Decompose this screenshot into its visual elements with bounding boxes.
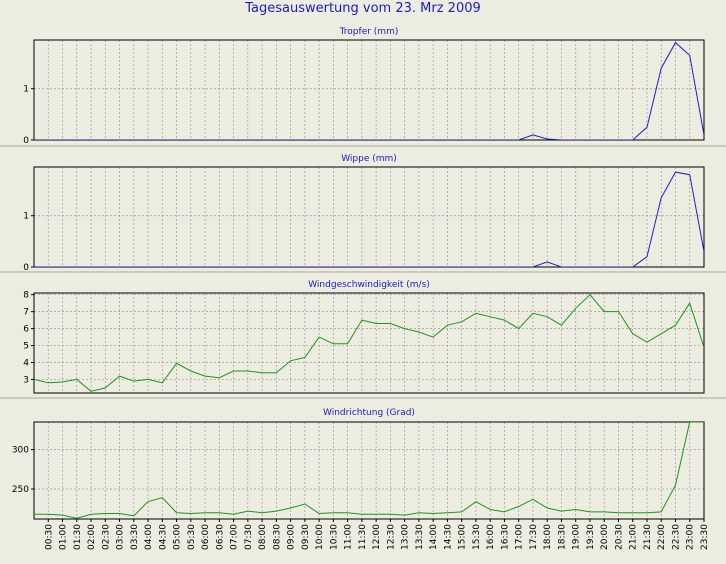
x-tick-label: 12:30 bbox=[386, 524, 396, 550]
y-tick-label: 1 bbox=[23, 212, 29, 222]
x-tick-label: 18:00 bbox=[543, 524, 553, 550]
x-tick-label: 21:30 bbox=[643, 524, 653, 550]
x-tick-label: 13:30 bbox=[415, 524, 425, 550]
x-tick-label: 13:00 bbox=[401, 524, 411, 550]
plot-background bbox=[34, 293, 704, 393]
y-tick-label: 7 bbox=[23, 308, 29, 318]
x-tick-label: 15:00 bbox=[458, 524, 468, 550]
x-tick-label: 11:00 bbox=[344, 524, 354, 550]
x-tick-label: 23:00 bbox=[686, 524, 696, 550]
x-tick-label: 06:30 bbox=[215, 524, 225, 550]
x-tick-label: 03:30 bbox=[130, 524, 140, 550]
x-tick-label: 02:00 bbox=[87, 524, 97, 550]
x-tick-label: 23:30 bbox=[700, 524, 710, 550]
y-tick-label: 300 bbox=[12, 446, 29, 456]
y-tick-label: 3 bbox=[23, 375, 29, 385]
x-axis: 00:30 01:00 01:30 02:00 02:30 03:00 03:30 04:00… bbox=[44, 519, 710, 550]
x-tick-label: 17:30 bbox=[529, 524, 539, 550]
plot-background bbox=[34, 40, 704, 140]
x-tick-label: 04:00 bbox=[144, 524, 154, 550]
x-tick-label: 22:00 bbox=[657, 524, 667, 550]
x-tick-label: 07:00 bbox=[230, 524, 240, 550]
y-tick-label: 250 bbox=[12, 485, 29, 495]
x-tick-label: 11:30 bbox=[358, 524, 368, 550]
x-tick-label: 19:30 bbox=[586, 524, 596, 550]
x-tick-label: 05:30 bbox=[187, 524, 197, 550]
x-tick-label: 16:30 bbox=[500, 524, 510, 550]
panel-title: Tropfer (mm) bbox=[339, 27, 399, 37]
y-tick-label: 1 bbox=[23, 85, 29, 95]
y-tick-label: 8 bbox=[23, 291, 29, 301]
panel-title: Windrichtung (Grad) bbox=[323, 408, 415, 418]
x-tick-label: 14:30 bbox=[443, 524, 453, 550]
chart-panel-4: Windrichtung (Grad) 250 300 bbox=[12, 408, 704, 519]
x-tick-label: 10:00 bbox=[315, 524, 325, 550]
x-tick-label: 21:00 bbox=[629, 524, 639, 550]
x-tick-label: 14:00 bbox=[429, 524, 439, 550]
chart-panel-3: Windgeschwindigkeit (m/s) 3 4 5 6 7 8 bbox=[0, 280, 726, 398]
x-tick-label: 06:00 bbox=[201, 524, 211, 550]
x-tick-label: 05:00 bbox=[173, 524, 183, 550]
x-tick-label: 20:30 bbox=[614, 524, 624, 550]
x-tick-label: 04:30 bbox=[158, 524, 168, 550]
x-tick-label: 01:00 bbox=[59, 524, 69, 550]
x-tick-label: 22:30 bbox=[671, 524, 681, 550]
x-tick-label: 01:30 bbox=[73, 524, 83, 550]
y-tick-label: 4 bbox=[23, 358, 29, 368]
x-tick-label: 09:00 bbox=[287, 524, 297, 550]
y-tick-label: 5 bbox=[23, 342, 29, 352]
x-tick-label: 16:00 bbox=[486, 524, 496, 550]
x-tick-label: 08:00 bbox=[258, 524, 268, 550]
x-tick-label: 19:00 bbox=[572, 524, 582, 550]
x-tick-label: 17:00 bbox=[515, 524, 525, 550]
x-tick-label: 07:30 bbox=[244, 524, 254, 550]
x-tick-label: 12:00 bbox=[372, 524, 382, 550]
x-tick-label: 15:30 bbox=[472, 524, 482, 550]
panel-title: Wippe (mm) bbox=[341, 154, 397, 164]
x-tick-label: 02:30 bbox=[101, 524, 111, 550]
x-tick-label: 10:30 bbox=[329, 524, 339, 550]
x-tick-label: 20:00 bbox=[600, 524, 610, 550]
x-tick-label: 00:30 bbox=[44, 524, 54, 550]
x-tick-label: 08:30 bbox=[272, 524, 282, 550]
x-tick-label: 18:30 bbox=[557, 524, 567, 550]
x-tick-label: 09:30 bbox=[301, 524, 311, 550]
x-tick-label: 03:00 bbox=[116, 524, 126, 550]
plot-background bbox=[34, 167, 704, 267]
panel-title: Windgeschwindigkeit (m/s) bbox=[308, 280, 430, 290]
chart-panel-2: Wippe (mm)01 bbox=[0, 154, 726, 273]
y-tick-label: 0 bbox=[23, 136, 29, 146]
y-tick-label: 6 bbox=[23, 325, 29, 335]
chart-panel-1: Tropfer (mm) 0 1 bbox=[0, 27, 726, 146]
plot-background bbox=[34, 422, 704, 519]
